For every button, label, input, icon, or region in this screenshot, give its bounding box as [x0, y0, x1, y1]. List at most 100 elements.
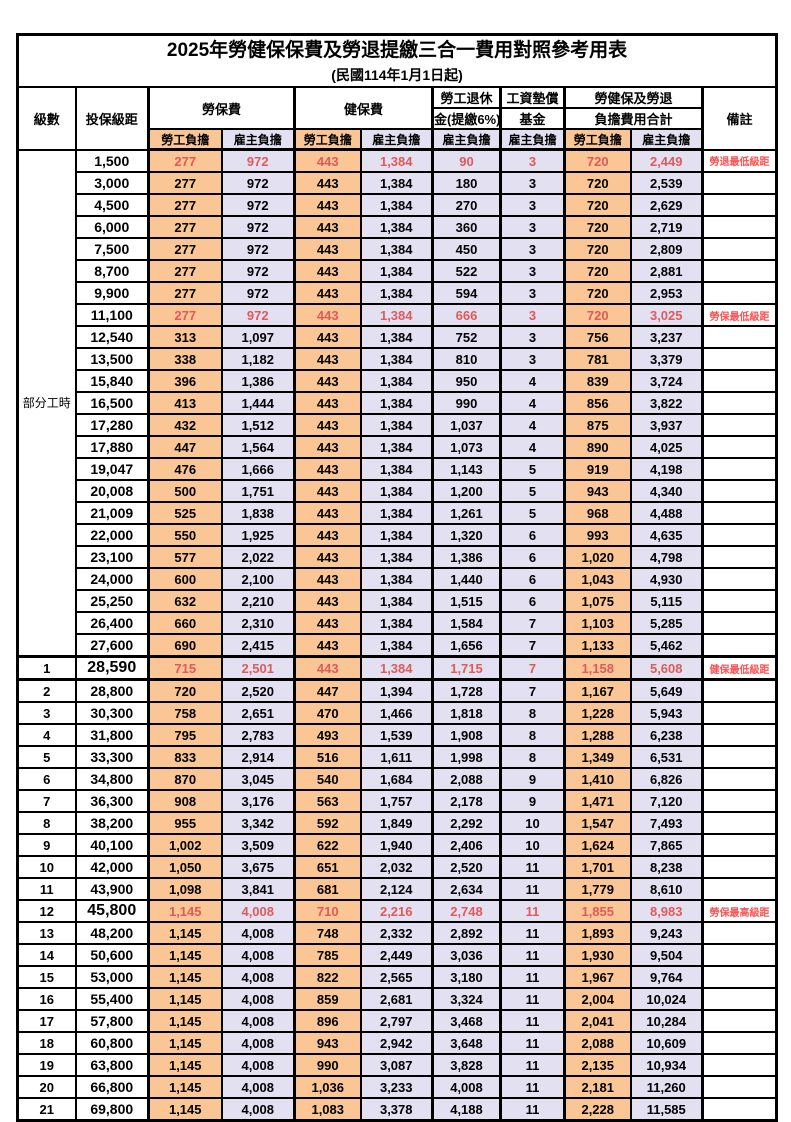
bracket-cell: 55,400: [74, 987, 150, 1011]
total-employer-cell: 8,610: [629, 877, 704, 901]
total-employer-cell: 11,260: [629, 1075, 704, 1099]
total-employee-cell: 2,088: [563, 1031, 632, 1055]
bracket-cell: 4,500: [74, 193, 150, 217]
total-employer-cell: 5,649: [629, 678, 704, 703]
bracket-cell: 38,200: [74, 811, 150, 835]
total-employer-cell: 2,881: [629, 259, 704, 283]
health-employee-cell: 443: [293, 237, 362, 261]
health-employer-cell: 1,384: [359, 325, 434, 349]
health-employer-cell: 2,124: [359, 877, 434, 901]
health-employer-cell: 3,087: [359, 1053, 434, 1077]
subheader-health-employee: 勞工負擔: [293, 128, 362, 151]
table-row: 9 40,100 1,002 3,509 622 1,940 2,406 10 1,624 7,8…: [16, 833, 778, 857]
fund-employer-cell: 3: [499, 171, 566, 195]
total-employee-cell: 1,547: [563, 811, 632, 835]
total-employer-cell: 11,585: [629, 1097, 704, 1122]
health-employer-cell: 1,384: [359, 215, 434, 239]
labor-employee-cell: 1,145: [147, 1053, 223, 1077]
level-cell: 7: [16, 789, 77, 813]
bracket-cell: 24,000: [74, 567, 150, 591]
remark-cell: [700, 767, 778, 791]
fund-employer-cell: 3: [499, 215, 566, 239]
fund-employer-cell: 7: [499, 655, 566, 681]
labor-employee-cell: 338: [147, 347, 223, 371]
pension-employer-cell: 4,188: [431, 1097, 502, 1122]
total-employee-cell: 943: [563, 479, 632, 503]
remark-cell: [700, 723, 778, 747]
labor-employer-cell: 1,925: [220, 523, 296, 547]
labor-employer-cell: 2,310: [220, 611, 296, 635]
total-employee-cell: 1,893: [563, 921, 632, 945]
bracket-cell: 28,800: [74, 678, 150, 703]
level-cell: 19: [16, 1053, 77, 1077]
health-employer-cell: 1,757: [359, 789, 434, 813]
remark-cell: [700, 325, 778, 349]
table-row: 14 50,600 1,145 4,008 785 2,449 3,036 11 1,930 9,…: [16, 943, 778, 967]
labor-employee-cell: 1,145: [147, 1075, 223, 1099]
remark-cell: [700, 281, 778, 305]
table-row: 17,280 432 1,512 443 1,384 1,037 4 875 3,937: [18, 413, 778, 437]
bracket-cell: 48,200: [74, 921, 150, 945]
total-employer-cell: 2,629: [629, 193, 704, 217]
pension-employer-cell: 270: [431, 193, 502, 217]
labor-employee-cell: 720: [147, 678, 223, 703]
remark-cell: 健保最低級距: [700, 655, 778, 681]
remark-cell: [700, 987, 778, 1011]
table-row: 24,000 600 2,100 443 1,384 1,440 6 1,043 4,930: [18, 567, 778, 591]
health-employee-cell: 943: [293, 1031, 362, 1055]
labor-employer-cell: 4,008: [220, 921, 296, 945]
health-employer-cell: 1,384: [359, 193, 434, 217]
total-employee-cell: 720: [563, 281, 632, 305]
total-employee-cell: 856: [563, 391, 632, 415]
total-employee-cell: 720: [563, 215, 632, 239]
bracket-cell: 11,100: [74, 303, 150, 327]
table-row: 16,500 413 1,444 443 1,384 990 4 856 3,822: [18, 391, 778, 415]
health-employer-cell: 2,942: [359, 1031, 434, 1055]
total-employee-cell: 756: [563, 325, 632, 349]
fee-table-container: 2025年勞健保保費及勞退提繳三合一費用對照參考用表 (民國114年1月1日起)…: [16, 33, 779, 1122]
remark-cell: [700, 193, 778, 217]
bracket-cell: 40,100: [74, 833, 150, 857]
table-row: 20,008 500 1,751 443 1,384 1,200 5 943 4,340: [18, 479, 778, 503]
labor-employee-cell: 715: [147, 655, 223, 681]
remark-cell: [700, 391, 778, 415]
pension-employer-cell: 594: [431, 281, 502, 305]
bracket-cell: 57,800: [74, 1009, 150, 1033]
bracket-cell: 66,800: [74, 1075, 150, 1099]
pension-employer-cell: 1,320: [431, 523, 502, 547]
labor-employee-cell: 413: [147, 391, 223, 415]
total-employer-cell: 8,983: [629, 899, 704, 923]
labor-employer-cell: 2,022: [220, 545, 296, 569]
labor-employee-cell: 795: [147, 723, 223, 747]
labor-employer-cell: 3,342: [220, 811, 296, 835]
bracket-cell: 9,900: [74, 281, 150, 305]
health-employer-cell: 2,681: [359, 987, 434, 1011]
health-employee-cell: 443: [293, 501, 362, 525]
bracket-cell: 53,000: [74, 965, 150, 989]
labor-employee-cell: 1,098: [147, 877, 223, 901]
total-employee-cell: 1,410: [563, 767, 632, 791]
labor-employee-cell: 1,145: [147, 1031, 223, 1055]
bracket-cell: 25,250: [74, 589, 150, 613]
bracket-cell: 13,500: [74, 347, 150, 371]
labor-employer-cell: 1,666: [220, 457, 296, 481]
pension-employer-cell: 2,634: [431, 877, 502, 901]
table-body: 部分工時 1,500 277 972 443 1,384 90 3 720 2,449 勞退最低級距…: [16, 148, 778, 1122]
health-employer-cell: 2,565: [359, 965, 434, 989]
table-row: 22,000 550 1,925 443 1,384 1,320 6 993 4,635: [18, 523, 778, 547]
level-cell: 16: [16, 987, 77, 1011]
table-row: 部分工時 1,500 277 972 443 1,384 90 3 720 2,449 勞退最低級距: [16, 148, 778, 658]
labor-employee-cell: 277: [147, 215, 223, 239]
bracket-cell: 30,300: [74, 701, 150, 725]
col-header-level: 級數: [16, 86, 77, 151]
pension-employer-cell: 1,818: [431, 701, 502, 725]
health-employer-cell: 1,384: [359, 545, 434, 569]
labor-employer-cell: 3,675: [220, 855, 296, 879]
remark-cell: [700, 701, 778, 725]
total-employer-cell: 2,809: [629, 237, 704, 261]
remark-cell: [700, 413, 778, 437]
pension-employer-cell: 950: [431, 369, 502, 393]
labor-employee-cell: 277: [147, 303, 223, 327]
fee-table: 2025年勞健保保費及勞退提繳三合一費用對照參考用表 (民國114年1月1日起)…: [16, 33, 779, 1122]
labor-employer-cell: 1,182: [220, 347, 296, 371]
